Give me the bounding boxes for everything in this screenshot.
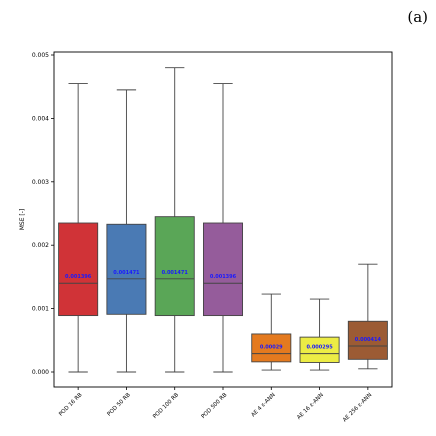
x-tick-label: POD 100 RB <box>152 392 180 420</box>
box <box>202 222 244 317</box>
x-tick-label: AE 256 ε-ANN <box>342 392 373 423</box>
median-value-label: 0.001396 <box>210 274 237 280</box>
box <box>299 336 340 363</box>
x-tick-label: AE 16 ε-ANN <box>296 392 325 421</box>
median-value-label: 0.000295 <box>306 345 333 351</box>
median-value-label: 0.001396 <box>65 274 92 280</box>
y-tick-label: 0.001 <box>32 306 49 313</box>
x-tick-label: AE 4 ε-ANN <box>250 392 276 418</box>
y-tick-label: 0.003 <box>32 179 49 186</box>
median-value-label: 0.001471 <box>162 270 189 276</box>
y-tick-label: 0.004 <box>32 115 49 122</box>
panel-label: (a) <box>407 8 428 26</box>
y-tick-label: 0.005 <box>32 52 49 59</box>
median-value-label: 0.000414 <box>355 337 382 343</box>
x-tick-label: POD 500 RB <box>200 392 228 420</box>
y-tick-label: 0.000 <box>32 369 49 376</box>
median-value-label: 0.001471 <box>113 270 140 276</box>
x-tick-label: POD 50 RB <box>106 392 132 418</box>
box <box>347 320 388 360</box>
box <box>251 333 292 363</box>
x-tick-label: POD 16 RB <box>58 392 84 418</box>
y-axis-label: MSE [-] <box>19 209 26 231</box>
y-tick-label: 0.002 <box>32 242 49 249</box>
box <box>58 222 99 317</box>
box <box>106 223 147 315</box>
box <box>154 216 195 317</box>
median-value-label: 0.00029 <box>260 345 283 351</box>
